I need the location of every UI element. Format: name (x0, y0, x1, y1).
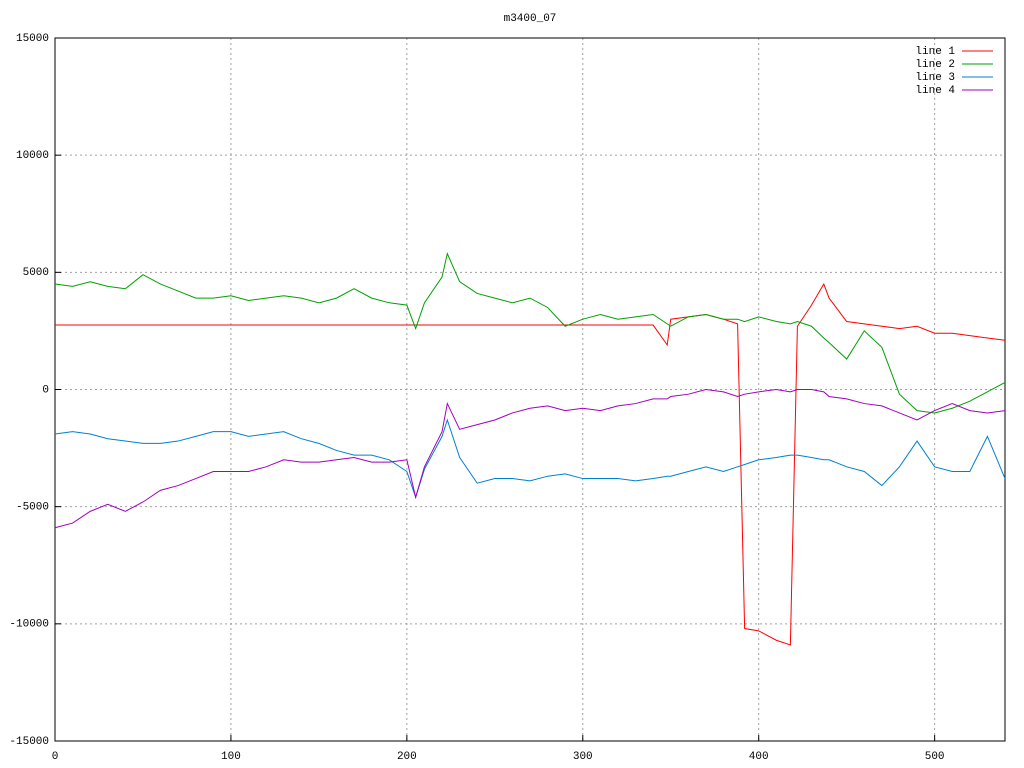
x-tick-label: 300 (573, 751, 593, 763)
chart-title: m3400_07 (504, 13, 557, 25)
y-tick-label: 5000 (23, 267, 49, 279)
x-tick-label: 200 (397, 751, 417, 763)
legend-label: line 2 (915, 59, 955, 71)
plot-frame (54, 37, 1006, 742)
x-tick-label: 500 (925, 751, 945, 763)
series-line (54, 418, 1006, 499)
y-tick-label: 10000 (16, 150, 49, 162)
y-tick-label: -5000 (16, 502, 49, 514)
legend-label: line 3 (915, 72, 955, 84)
y-tick-label: -15000 (9, 736, 49, 748)
series-line (55, 282, 1006, 646)
x-tick-label: 100 (221, 751, 241, 763)
x-tick-label: 0 (52, 751, 59, 763)
y-tick-label: -10000 (9, 619, 49, 631)
series-line (54, 388, 1006, 529)
y-tick-label: 0 (42, 384, 49, 396)
legend-label: line 4 (915, 85, 955, 97)
legend-label: line 1 (915, 46, 955, 58)
y-tick-label: 15000 (16, 33, 49, 45)
x-tick-label: 400 (749, 751, 769, 763)
series-line (54, 251, 1006, 414)
